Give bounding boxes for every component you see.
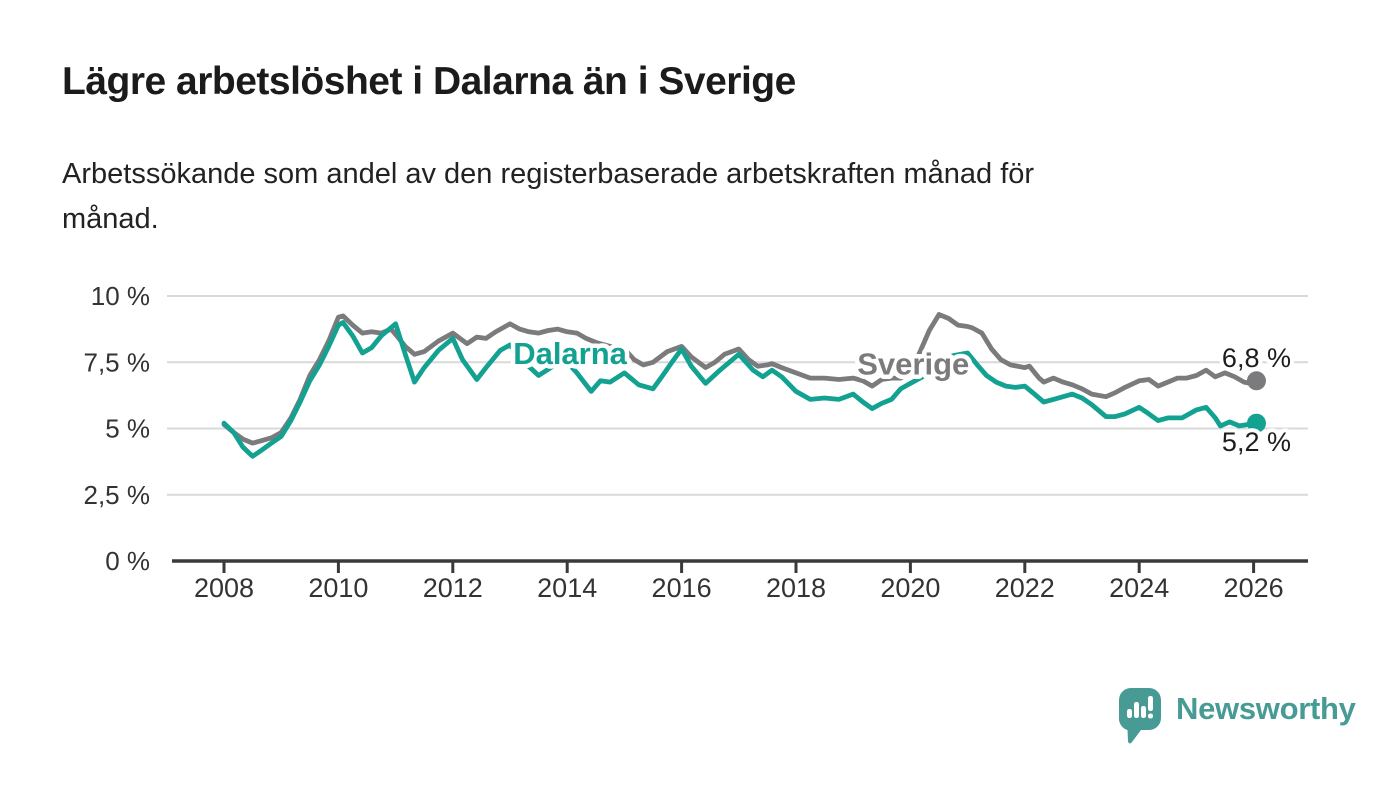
end-value-label-sverige: 6,8 % <box>1222 343 1291 373</box>
series-end-dot-sverige <box>1246 371 1266 391</box>
series-end-dot-dalarna <box>1246 413 1266 433</box>
y-tick-label: 5 % <box>105 414 150 444</box>
series-label-dalarna: Dalarna <box>513 336 627 371</box>
x-tick-label: 2016 <box>652 573 712 603</box>
newsworthy-logo: Newsworthy <box>1117 686 1356 748</box>
x-tick-label: 2024 <box>1109 573 1169 603</box>
y-tick-label: 10 % <box>91 281 150 311</box>
y-tick-label: 2,5 % <box>84 480 151 510</box>
x-tick-label: 2026 <box>1224 573 1284 603</box>
exclamation-dot <box>1148 713 1153 719</box>
x-tick-label: 2020 <box>880 573 940 603</box>
x-tick-label: 2012 <box>423 573 483 603</box>
series-label-sverige: Sverige <box>857 347 969 382</box>
chart-subtitle: Arbetssökande som andel av den registerb… <box>62 152 1034 242</box>
bar-chart-icon <box>1127 696 1153 719</box>
newsworthy-bubble-icon <box>1118 688 1161 744</box>
series-line-sverige <box>221 312 1259 446</box>
series-line-dalarna <box>221 320 1259 459</box>
x-tick-label: 2014 <box>537 573 597 603</box>
y-tick-label: 0 % <box>105 546 150 576</box>
subtitle-line-2: månad. <box>62 203 159 235</box>
x-tick-label: 2010 <box>308 573 368 603</box>
x-tick-label: 2008 <box>194 573 254 603</box>
x-tick-label: 2022 <box>995 573 1055 603</box>
end-value-label-dalarna: 5,2 % <box>1222 427 1291 457</box>
page-title: Lägre arbetslöshet i Dalarna än i Sverig… <box>62 60 796 103</box>
subtitle-line-1: Arbetssökande som andel av den registerb… <box>62 158 1035 190</box>
y-tick-label: 7,5 % <box>84 347 151 377</box>
speech-bubble-shape <box>1118 688 1161 744</box>
x-tick-label: 2018 <box>766 573 826 603</box>
exclamation-bar <box>1148 696 1153 711</box>
newsworthy-wordmark: Newsworthy <box>1176 691 1356 726</box>
